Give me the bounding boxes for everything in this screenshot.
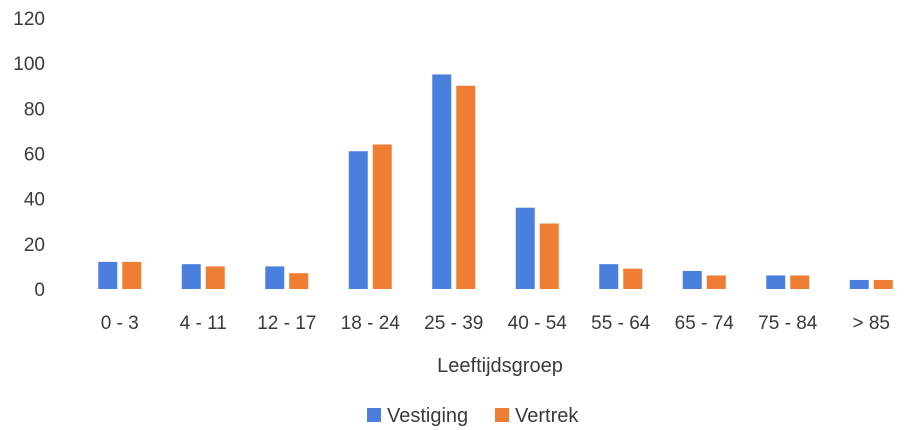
legend-label-vertrek: Vertrek [515,405,579,427]
y-tick-label: 20 [24,235,45,256]
legend: Vestiging Vertrek [367,405,579,427]
legend-label-vestiging: Vestiging [387,405,468,427]
bar-vestiging-1 [181,264,201,289]
bar-vestiging-8 [766,275,786,289]
bar-vestiging-5 [515,207,535,289]
legend-swatch-vertrek [495,408,509,422]
bar-vestiging-2 [265,266,285,289]
bar-vestiging-3 [348,151,368,289]
y-tick-label: 60 [24,145,45,166]
bar-vestiging-4 [432,74,452,289]
y-tick-label: 120 [13,9,45,30]
y-tick-label: 40 [24,190,45,211]
bar-vertrek-5 [539,223,559,289]
x-axis-label: Leeftijdsgroep [437,355,563,377]
bar-vertrek-4 [456,85,476,289]
bar-vertrek-2 [289,273,309,289]
x-tick-label: 18 - 24 [341,313,401,334]
bar-vestiging-6 [599,264,619,289]
x-tick-label: > 85 [852,313,890,334]
bar-vertrek-0 [122,261,142,289]
x-tick-label: 75 - 84 [758,313,818,334]
y-tick-label: 80 [24,99,45,120]
x-tick-label: 55 - 64 [591,313,651,334]
bar-vestiging-0 [98,261,118,289]
x-tick-label: 40 - 54 [508,313,568,334]
y-tick-label: 100 [13,54,45,75]
x-tick-label: 25 - 39 [424,313,483,334]
x-tick-label: 65 - 74 [675,313,735,334]
bar-vertrek-6 [623,268,643,289]
bar-vertrek-8 [790,275,810,289]
y-tick-label: 0 [34,280,45,301]
x-axis: 0 - 3 4 - 11 12 - 17 18 - 24 25 - 39 40 - 54 5… [101,313,890,334]
x-tick-label: 0 - 3 [101,313,139,334]
legend-swatch-vestiging [367,408,381,422]
bar-vertrek-3 [372,144,392,289]
x-tick-label: 4 - 11 [180,313,227,334]
y-axis: 0 20 40 60 80 100 120 [13,9,45,301]
x-tick-label: 12 - 17 [257,313,316,334]
bar-vertrek-1 [205,266,225,289]
bar-vestiging-7 [682,270,702,289]
bar-vertrek-9 [873,279,893,289]
bar-vestiging-9 [849,279,869,289]
bar-vertrek-7 [706,275,726,289]
bars [98,74,893,289]
